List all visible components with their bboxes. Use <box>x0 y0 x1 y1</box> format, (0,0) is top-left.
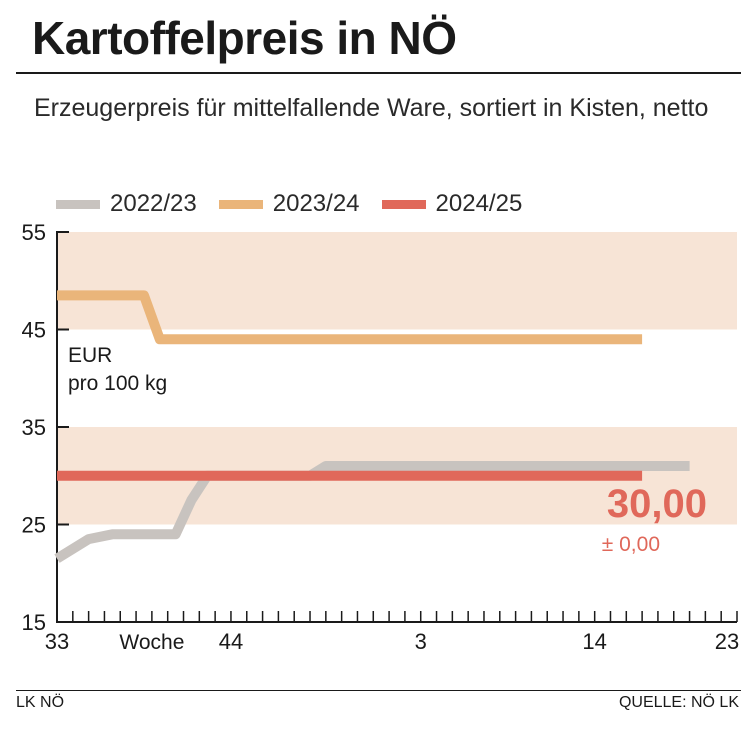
unit-label-currency: EUR <box>68 344 112 367</box>
current-price-value: 30,00 <box>607 482 707 526</box>
x-tick-label-33: 33 <box>45 629 69 654</box>
legend-swatch-2024 <box>381 199 426 209</box>
price-change-label: ± 0,00 <box>602 533 660 556</box>
footer-credit: LK NÖ <box>16 694 65 711</box>
chart-title: Kartoffelpreis in NÖ <box>32 12 457 64</box>
y-tick-label-45: 45 <box>22 318 46 343</box>
series-lines <box>54 290 690 563</box>
y-tick-label-55: 55 <box>22 220 46 245</box>
legend-label-2023: 2023/24 <box>272 190 360 217</box>
chart-subtitle: Erzeugerpreis für mittelfallende Ware, s… <box>34 94 709 122</box>
legend-label-2022: 2022/23 <box>110 190 197 217</box>
legend-swatch-2023 <box>218 199 263 209</box>
legend-item-2024: 2024/25 <box>381 190 523 218</box>
legend: 2022/23 2023/24 2024/25 <box>56 186 544 222</box>
footer-source: QUELLE: NÖ LK <box>618 694 739 711</box>
chart-labels: EUR pro 100 kg 30,00 ± 0,00 <box>68 344 707 556</box>
legend-label-2024: 2024/25 <box>435 190 523 217</box>
y-tick-label-35: 35 <box>22 415 46 440</box>
y-tick-label-15: 15 <box>22 610 46 635</box>
y-tick-label-25: 25 <box>22 513 46 538</box>
series-line-2023-24 <box>57 290 643 345</box>
x-axis-title: Woche <box>119 631 184 654</box>
x-tick-label-3: 3 <box>415 629 427 654</box>
background-band-0 <box>57 232 737 330</box>
legend-swatch-2022 <box>56 199 100 209</box>
title-rule <box>16 72 741 74</box>
unit-label-quantity: pro 100 kg <box>68 372 167 395</box>
legend-item-2023: 2023/24 <box>218 190 360 218</box>
x-tick-label-14: 14 <box>582 629 606 654</box>
x-tick-label-23: 23 <box>715 629 739 654</box>
footer-rule <box>16 690 741 691</box>
x-tick-label-44: 44 <box>219 629 243 654</box>
legend-item-2022: 2022/23 <box>56 190 197 218</box>
